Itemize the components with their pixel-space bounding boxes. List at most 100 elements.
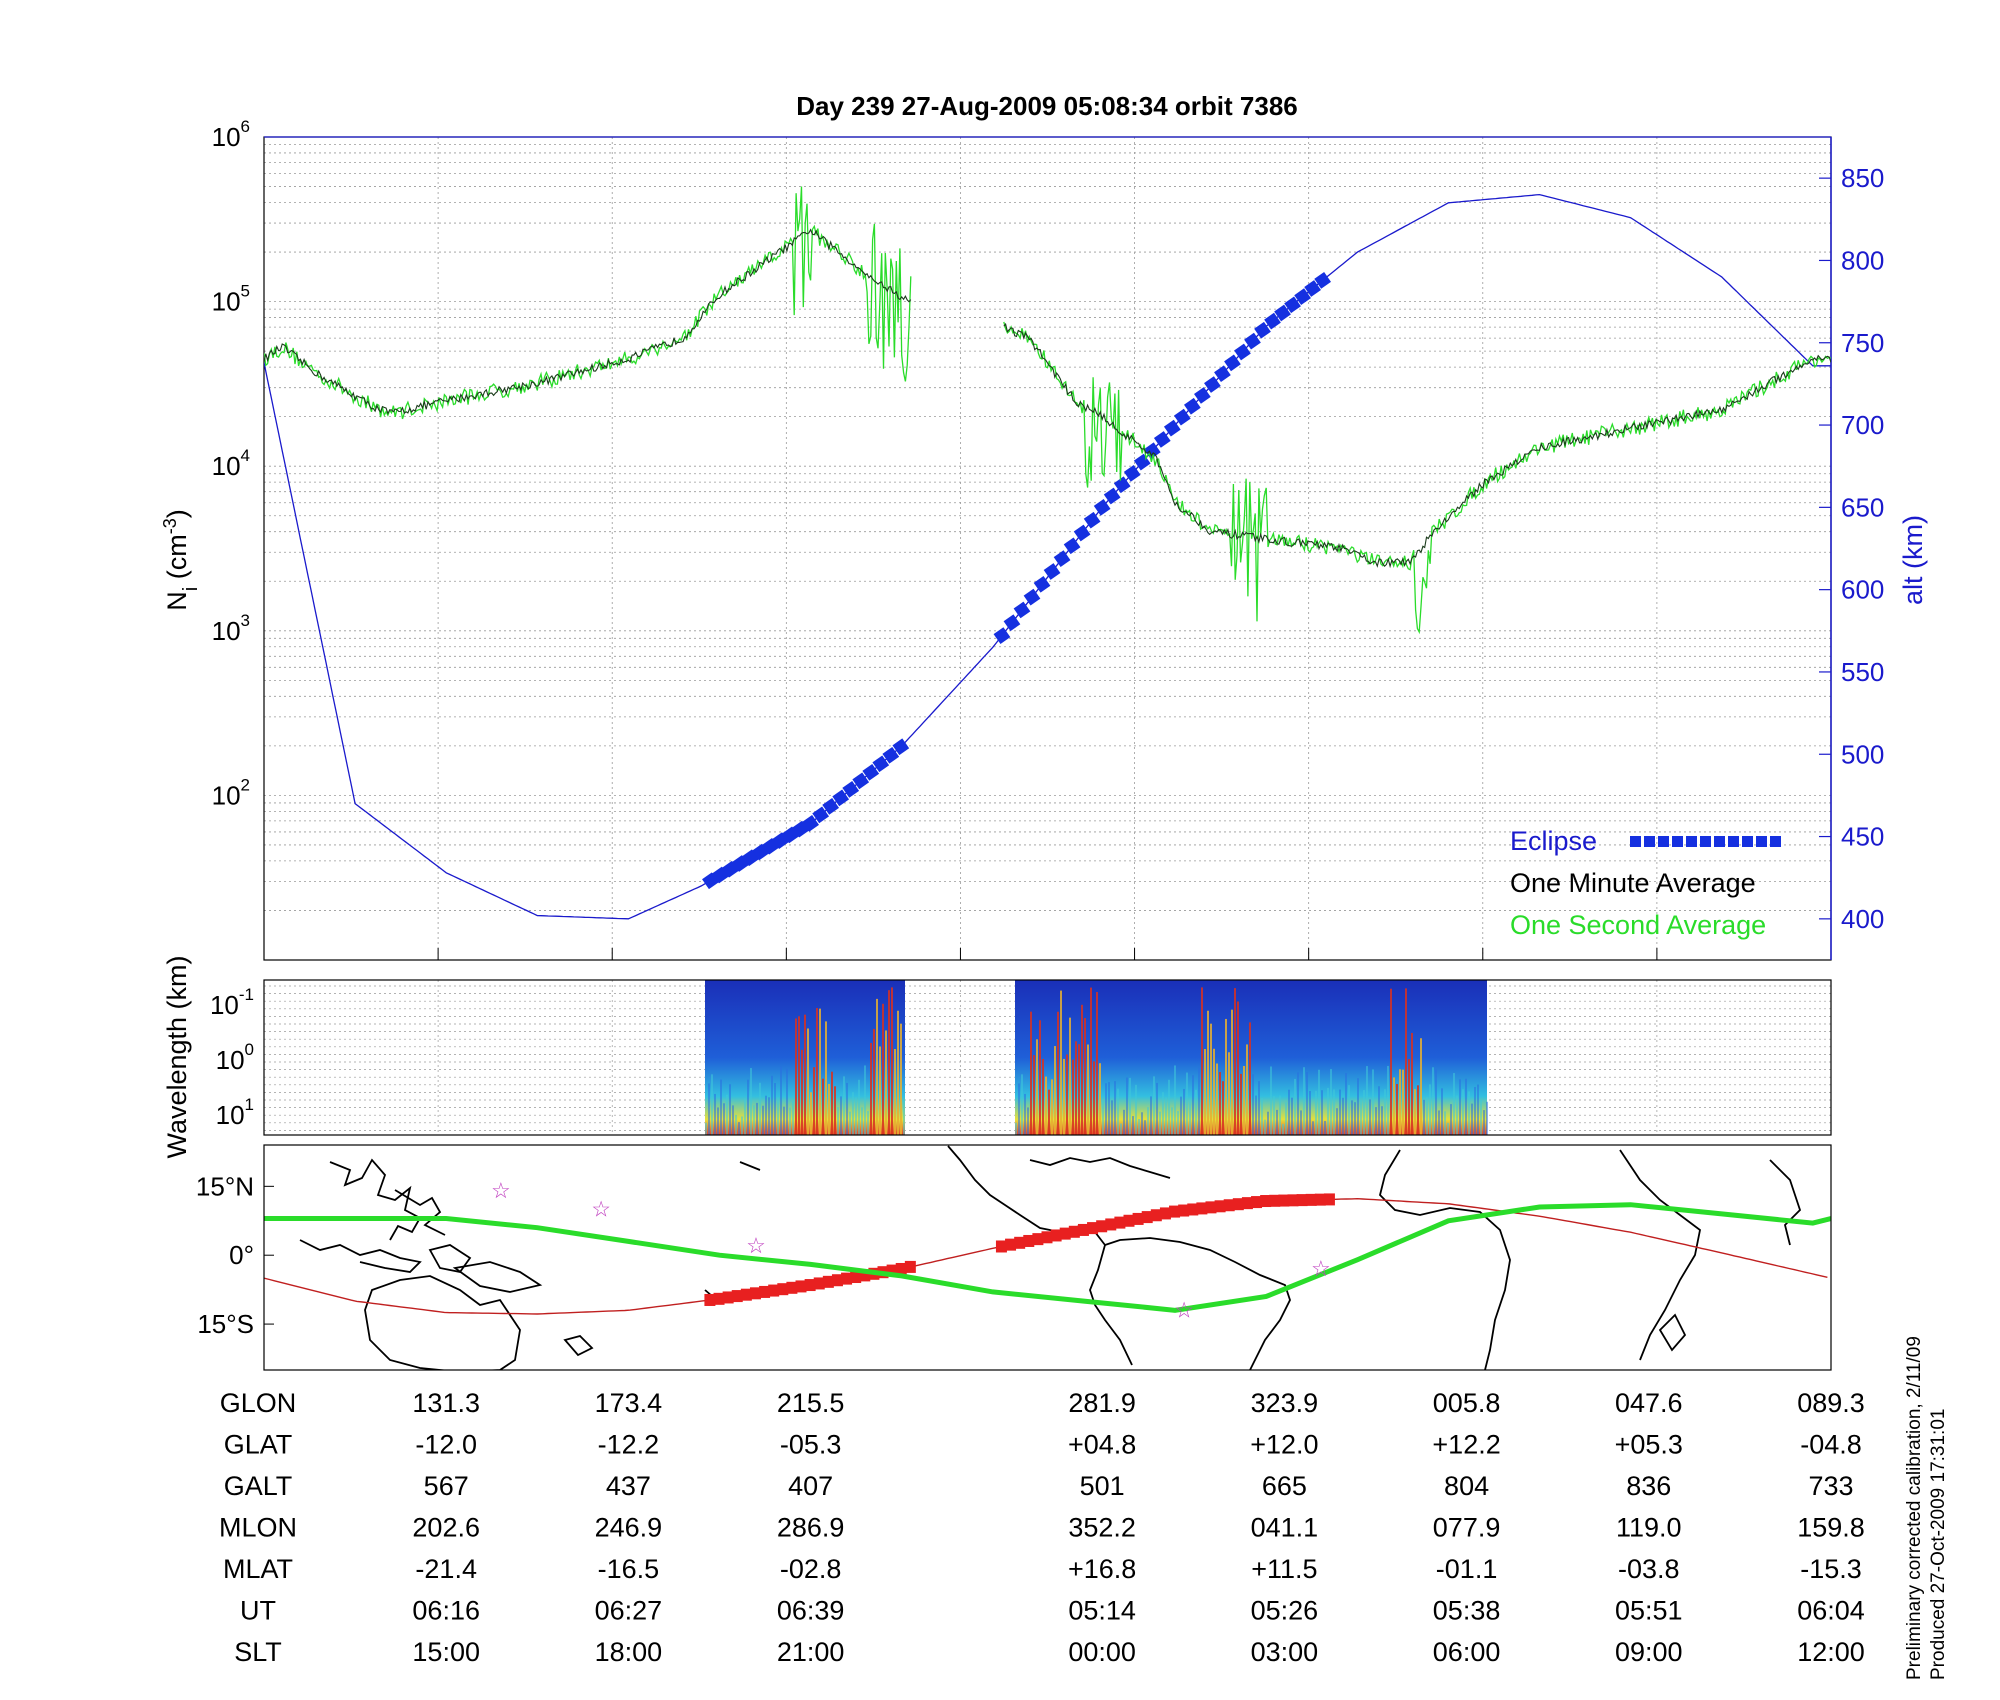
spectrogram-streak [1015,1122,1017,1135]
map-eclipse-marker [1214,1200,1226,1213]
wavelength-tick-label: 100 [216,1040,254,1075]
eclipse-marker [852,772,870,790]
legend-one-minute: One Minute Average [1510,868,1756,898]
eclipse-marker [1123,465,1141,482]
eclipse-marker [1063,537,1081,555]
coast-south-america-east [1104,1237,1291,1370]
spectrogram-streak [1408,1059,1410,1135]
coast-australia [364,1275,521,1370]
spectrogram-streak [1072,1059,1074,1135]
table-cell: 077.9 [1433,1513,1501,1543]
table-cell: +11.5 [1251,1554,1317,1584]
spectrogram-streak [1360,1099,1362,1135]
table-cell: 21:00 [777,1637,845,1667]
spectrogram-block-2-streaks [1015,987,1488,1135]
legend-eclipse-square [1700,836,1711,847]
top-gridlines [264,137,1831,961]
spectrogram-streak [1294,1078,1296,1135]
eclipse-marker [1073,524,1091,542]
spectrogram-streak [885,1030,887,1135]
table-row-label: GLAT [224,1430,293,1460]
spectrogram-streak [714,1093,716,1135]
spectrogram-streak [1192,1075,1194,1135]
spectrogram-streak [1183,1088,1185,1135]
map-eclipse-marker [895,1262,907,1275]
map-eclipse-marker [1077,1223,1089,1236]
spectrogram-streak [1162,1092,1164,1135]
eclipse-marker [882,746,900,764]
spectrogram-streak [1384,1089,1386,1135]
spectrogram-streak [1330,1069,1332,1135]
spectrogram-streak [810,1092,812,1135]
altitude-tick-labels: 400 450 500 550 600 650 700 750 800 850 [1819,163,1884,934]
eclipse-marker [832,789,850,807]
eclipse-marker [993,627,1011,644]
table-cell: 03:00 [1251,1637,1319,1667]
spectrogram-streak [1345,1073,1347,1135]
spectrogram-streak [816,1008,818,1135]
map-eclipse-marker [704,1293,716,1306]
eclipse-marker [1113,476,1131,494]
table-cell: 047.6 [1615,1388,1683,1418]
spectrogram-streak [1366,1066,1368,1135]
spectrogram-streak [888,990,890,1135]
map-eclipse-marker [813,1277,825,1290]
spectrogram-streak [1285,1102,1287,1135]
spectrogram-streak [819,1008,821,1135]
altitude-tick-label: 600 [1841,575,1884,605]
eclipse-marker [812,806,830,824]
table-row-label: GLON [220,1388,297,1418]
density-tick-label: 103 [212,611,250,646]
spectrogram-streak [1213,1048,1215,1135]
table-cell: -02.8 [780,1554,842,1584]
spectrogram-streak [783,1106,785,1135]
table-cell: -04.8 [1800,1430,1862,1460]
legend-eclipse-square [1644,836,1655,847]
spectrogram-streak [1471,1103,1473,1135]
map-eclipse-marker [1287,1194,1299,1207]
legend-eclipse-marker [1630,836,1781,847]
table-cell: 352.2 [1068,1513,1136,1543]
spectrogram-streak [1027,1107,1029,1135]
spectrogram-streak [1033,1055,1035,1135]
map-eclipse-marker [1223,1199,1235,1212]
map-eclipse-marker [1132,1212,1144,1225]
altitude-tick-label: 700 [1841,410,1884,440]
coast-pacific-island [563,1334,594,1357]
spectrogram-streak [807,1028,809,1135]
map-eclipse-marker [1159,1207,1171,1220]
spectrogram-streak [1438,1110,1440,1135]
spectrogram-streak [1333,1089,1335,1135]
spectrogram-gridlines [264,980,1831,1135]
map-eclipse-marker [1014,1236,1026,1249]
ni-axis-label: Ni (cm-3) [160,509,202,610]
spectrogram-streak [1144,1120,1146,1135]
spectrogram-streak [840,1096,842,1135]
density-altitude-panel: 102 103 104 105 106 400 450 500 550 600 650 700 750… [160,117,1928,961]
table-cell: -03.8 [1618,1554,1680,1584]
spectrogram-streak [1153,1076,1155,1135]
spectrogram-streak [1252,1074,1254,1135]
table-cell: -16.5 [598,1554,660,1584]
map-eclipse-marker [1087,1222,1099,1235]
star-marker: ☆ [591,1196,611,1221]
map-eclipse-marker [1178,1204,1190,1217]
map-eclipse-marker [995,1240,1007,1253]
map-eclipse-marker [822,1275,834,1288]
density-tick-label: 104 [212,446,250,481]
spectrogram-streak [1156,1082,1158,1135]
table-row-label: MLON [219,1513,297,1543]
spectrogram-streak [1159,1111,1161,1135]
coast-new-guinea [452,1261,543,1293]
spectrogram-streak [1363,1090,1365,1135]
spectrogram-streak [846,1082,848,1135]
table-cell: 05:38 [1433,1596,1501,1626]
eclipse-marker [1254,321,1271,339]
spectrogram-streak [1399,1069,1401,1135]
spectrogram-streak [1432,1067,1434,1135]
spectrogram-streak [1423,1099,1425,1135]
map-eclipse-marker [1023,1234,1035,1247]
eclipse-marker [1204,376,1221,393]
coast-africa-east [1619,1149,1701,1361]
spectrogram-streak [1165,1097,1167,1135]
